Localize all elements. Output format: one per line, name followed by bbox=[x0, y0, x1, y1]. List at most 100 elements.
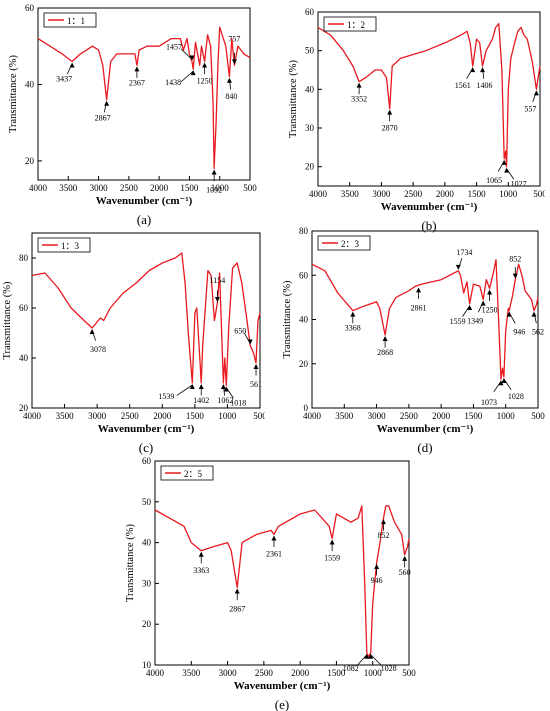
annotation-arrowhead bbox=[226, 77, 232, 83]
annotation-arrowhead bbox=[382, 335, 388, 341]
annotation-arrowhead bbox=[202, 62, 208, 68]
annotation-arrowhead bbox=[374, 564, 380, 569]
x-tick-label: 3500 bbox=[182, 668, 201, 678]
annotation-label: 1349 bbox=[467, 317, 483, 326]
annotation-label: 1092 bbox=[206, 186, 222, 195]
annotation-arrowhead bbox=[253, 364, 259, 369]
x-tick-label: 2500 bbox=[400, 411, 419, 421]
y-tick-label: 40 bbox=[142, 538, 152, 548]
annotation-arrowhead bbox=[234, 588, 240, 594]
annotation-label: 2867 bbox=[95, 114, 111, 123]
x-tick-label: 1000 bbox=[218, 411, 237, 421]
legend-box bbox=[160, 465, 214, 481]
x-tick-label: 3000 bbox=[88, 411, 107, 421]
legend-label: 1：1 bbox=[67, 16, 85, 26]
x-tick-label: 2500 bbox=[255, 668, 274, 678]
annotation-arrowhead bbox=[104, 100, 110, 106]
x-axis-label: Wavenumber (cm⁻¹) bbox=[96, 195, 193, 207]
panel-label: (a) bbox=[137, 212, 151, 227]
annotation-arrow bbox=[370, 654, 382, 666]
x-tick-label: 1000 bbox=[497, 411, 516, 421]
y-axis-label: Transmittance (%) bbox=[288, 59, 299, 138]
annotation-label: 561 bbox=[250, 380, 262, 389]
x-tick-label: 3500 bbox=[341, 189, 360, 199]
x-tick-label: 500 bbox=[533, 189, 545, 199]
spectrum-line bbox=[311, 259, 539, 380]
annotation-label: 1539 bbox=[158, 392, 174, 401]
x-tick-label: 4000 bbox=[309, 189, 328, 199]
y-tick-label: 60 bbox=[142, 456, 152, 466]
annotation-arrowhead bbox=[487, 289, 493, 295]
annotation-arrowhead bbox=[387, 109, 393, 115]
annotation-label: 946 bbox=[371, 576, 383, 585]
annotation-arrowhead bbox=[350, 311, 356, 317]
annotation-label: 1154 bbox=[210, 276, 226, 285]
annotation-arrowhead bbox=[533, 90, 539, 96]
annotation-arrowhead bbox=[506, 311, 512, 317]
y-tick-label: 80 bbox=[19, 253, 29, 263]
annotation-label: 3437 bbox=[56, 75, 72, 84]
x-tick-label: 500 bbox=[531, 411, 545, 421]
annotation-arrow bbox=[356, 654, 368, 666]
y-axis-label: Transmittance (%) bbox=[282, 280, 293, 359]
legend: 1：2 bbox=[323, 16, 377, 32]
chart-panel-c: 4000 3500 3000 2500 2000 1500 1000 500 20 40 60 80 W… bbox=[2, 232, 265, 455]
annotation-label: 2367 bbox=[129, 78, 145, 87]
annotation-label: 2868 bbox=[377, 348, 393, 357]
x-tick-label: 1500 bbox=[468, 189, 487, 199]
annotation-arrowhead bbox=[198, 551, 204, 557]
annotation-arrowhead bbox=[480, 300, 486, 306]
x-tick-label: 3500 bbox=[59, 183, 78, 193]
legend: 2：3 bbox=[317, 235, 371, 251]
x-tick-label: 3000 bbox=[90, 183, 109, 193]
y-axis-label: Transmittance (%) bbox=[125, 523, 136, 602]
annotation-arrowhead bbox=[531, 311, 537, 317]
legend-box bbox=[43, 12, 97, 28]
y-tick-label: 20 bbox=[19, 403, 29, 413]
annotation-label: 1406 bbox=[477, 81, 493, 90]
annotation-label: 1028 bbox=[508, 392, 524, 401]
annotation-label: 562 bbox=[532, 328, 544, 337]
annotation-label: 757 bbox=[228, 34, 240, 43]
annotation-label: 1250 bbox=[482, 306, 498, 315]
legend: 1：1 bbox=[43, 12, 97, 28]
annotation-arrowhead bbox=[501, 378, 507, 384]
legend-label: 1：3 bbox=[61, 241, 80, 251]
annotation-arrow bbox=[180, 48, 193, 60]
annotation-arrowhead bbox=[220, 384, 226, 389]
annotation-arrowhead bbox=[356, 82, 362, 88]
annotation-label: 2870 bbox=[382, 124, 398, 133]
plot-frame bbox=[154, 460, 410, 666]
annotation-label: 852 bbox=[377, 531, 389, 540]
x-tick-label: 2000 bbox=[150, 183, 169, 193]
chart-panel-b: 4000 3500 3000 2500 2000 1500 1000 500 20 30 40 50 6… bbox=[288, 7, 545, 233]
annotation-label: 2867 bbox=[229, 604, 245, 613]
x-tick-label: 1500 bbox=[327, 668, 346, 678]
annotation-label: 1027 bbox=[511, 180, 527, 189]
annotation-label: 840 bbox=[225, 92, 237, 101]
legend: 1：3 bbox=[37, 237, 91, 253]
annotation-arrowhead bbox=[416, 287, 422, 293]
annotation-label: 1062 bbox=[217, 396, 233, 405]
annotation-arrowhead bbox=[198, 384, 204, 389]
annotation-arrowhead bbox=[498, 380, 504, 386]
annotation-arrowhead bbox=[402, 555, 408, 561]
legend-box bbox=[317, 235, 371, 251]
annotation-arrowhead bbox=[211, 169, 217, 175]
chart-panel-d: 4000 3500 3000 2500 2000 1500 1000 500 0 20 40 60 80… bbox=[282, 226, 545, 455]
y-tick-label: 30 bbox=[142, 578, 152, 588]
y-tick-label: 10 bbox=[142, 660, 152, 670]
annotation-label: 557 bbox=[524, 104, 536, 113]
annotation-arrowhead bbox=[501, 159, 507, 165]
y-tick-label: 50 bbox=[142, 497, 152, 507]
annotation-label: 1073 bbox=[481, 398, 497, 407]
x-tick-label: 500 bbox=[253, 411, 265, 421]
y-tick-label: 60 bbox=[299, 270, 309, 280]
x-tick-label: 3500 bbox=[335, 411, 354, 421]
annotation-label: 560 bbox=[399, 568, 411, 577]
spectrum-line bbox=[317, 22, 541, 168]
x-tick-label: 1500 bbox=[180, 183, 199, 193]
annotation-label: 1065 bbox=[486, 176, 502, 185]
x-axis-label: Wavenumber (cm⁻¹) bbox=[381, 201, 478, 213]
annotation-arrowhead bbox=[247, 339, 253, 345]
